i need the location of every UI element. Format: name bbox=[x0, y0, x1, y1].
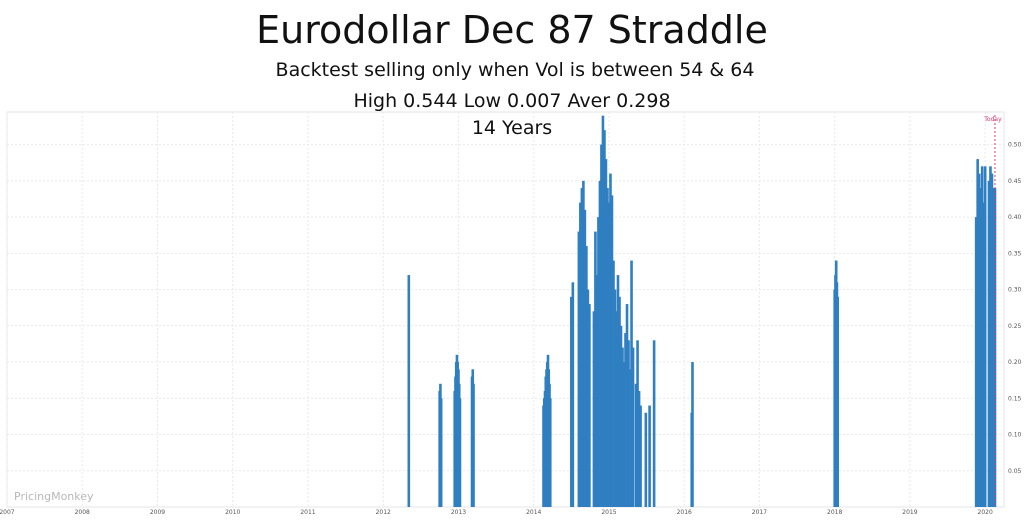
bar bbox=[974, 217, 978, 507]
x-tick-label: 2012 bbox=[376, 509, 391, 516]
bar bbox=[580, 188, 584, 507]
bar bbox=[982, 202, 985, 508]
x-tick-label: 2009 bbox=[150, 509, 165, 516]
bar bbox=[990, 173, 994, 507]
gridlines bbox=[6, 111, 1005, 508]
bars bbox=[407, 115, 997, 508]
bar bbox=[604, 159, 608, 507]
bar bbox=[595, 275, 599, 507]
bar bbox=[606, 188, 609, 507]
x-tick-label: 2008 bbox=[75, 509, 90, 516]
bar bbox=[621, 347, 624, 507]
y-tick-label: 0.30 bbox=[1008, 287, 1022, 294]
bar bbox=[585, 246, 588, 507]
bar bbox=[624, 333, 627, 507]
x-tick-label: 2017 bbox=[752, 509, 767, 516]
y-tick-label: 0.35 bbox=[1008, 250, 1022, 257]
chart-subtitle-1: Backtest selling only when Vol is betwee… bbox=[276, 59, 755, 81]
bar bbox=[618, 296, 621, 507]
bar bbox=[616, 275, 620, 507]
bar bbox=[628, 369, 632, 507]
y-tick-label: 0.15 bbox=[1008, 395, 1022, 402]
y-tick-label: 0.40 bbox=[1008, 214, 1022, 221]
bar bbox=[592, 311, 596, 507]
chart-title: Eurodollar Dec 87 Straddle bbox=[256, 8, 768, 52]
bar bbox=[597, 217, 600, 507]
bar bbox=[627, 340, 630, 507]
bar bbox=[601, 115, 605, 508]
bar bbox=[607, 202, 611, 508]
bar bbox=[583, 209, 587, 507]
bar bbox=[588, 304, 591, 507]
bar bbox=[570, 296, 573, 507]
bar bbox=[472, 383, 475, 507]
bar bbox=[992, 188, 995, 507]
bar bbox=[600, 144, 603, 507]
bar bbox=[612, 260, 615, 507]
bar bbox=[582, 180, 585, 507]
x-tick-label: 2016 bbox=[677, 509, 692, 516]
bar bbox=[619, 325, 623, 507]
y-tick-label: 0.45 bbox=[1008, 178, 1022, 185]
bar bbox=[644, 412, 648, 507]
bar bbox=[976, 159, 979, 507]
bar bbox=[979, 188, 982, 507]
chart-subtitle-3: 14 Years bbox=[472, 117, 552, 139]
chart-subtitle-2: High 0.544 Low 0.007 Aver 0.298 bbox=[353, 90, 670, 112]
bar bbox=[609, 173, 612, 507]
bar bbox=[613, 289, 617, 507]
bar bbox=[630, 260, 633, 507]
y-tick-label: 0.10 bbox=[1008, 432, 1022, 439]
y-tick-label: 0.50 bbox=[1008, 142, 1022, 149]
bar bbox=[652, 340, 656, 507]
x-tick-label: 2011 bbox=[300, 509, 315, 516]
today-label: Today bbox=[983, 116, 1002, 123]
titles: Eurodollar Dec 87 Straddle Backtest sell… bbox=[14, 8, 768, 503]
y-tick-label: 0.25 bbox=[1008, 323, 1022, 330]
x-tick-label: 2014 bbox=[526, 509, 541, 516]
bar bbox=[836, 296, 840, 507]
bar bbox=[977, 173, 981, 507]
bar bbox=[577, 231, 581, 507]
x-tick-label: 2013 bbox=[451, 509, 466, 516]
bar bbox=[625, 304, 629, 507]
axes: 0.05 0.10 0.15 0.20 0.25 0.30 0.35 0.40 0.45 0.50… bbox=[0, 115, 1022, 516]
bar bbox=[586, 289, 590, 507]
bar bbox=[615, 311, 618, 507]
x-tick-label: 2010 bbox=[225, 509, 240, 516]
bar bbox=[637, 391, 641, 507]
y-tick-label: 0.05 bbox=[1008, 468, 1022, 475]
bar bbox=[636, 340, 639, 507]
bar bbox=[648, 405, 651, 507]
bar bbox=[579, 202, 582, 508]
watermark: PricingMonkey bbox=[14, 490, 94, 503]
bar bbox=[980, 166, 984, 508]
x-tick-label: 2015 bbox=[601, 509, 616, 516]
bar bbox=[548, 398, 552, 507]
bar bbox=[989, 166, 992, 508]
bar bbox=[458, 398, 462, 507]
bar bbox=[983, 166, 987, 508]
bar bbox=[634, 383, 638, 507]
x-tick-label: 2007 bbox=[0, 509, 15, 516]
x-tick-label: 2020 bbox=[978, 509, 993, 516]
bar bbox=[407, 275, 411, 507]
bar bbox=[987, 180, 991, 507]
plot-frame bbox=[6, 111, 1005, 508]
bar bbox=[610, 195, 614, 507]
bar bbox=[571, 282, 575, 507]
bar bbox=[631, 347, 635, 507]
x-tick-label: 2018 bbox=[827, 509, 842, 516]
bar bbox=[622, 362, 626, 507]
bar bbox=[691, 362, 694, 507]
bar bbox=[639, 405, 642, 507]
y-tick-label: 0.20 bbox=[1008, 359, 1022, 366]
bar bbox=[603, 130, 606, 507]
bar bbox=[594, 231, 597, 507]
bar bbox=[598, 180, 602, 507]
x-tick-label: 2019 bbox=[902, 509, 917, 516]
bar bbox=[439, 398, 443, 507]
